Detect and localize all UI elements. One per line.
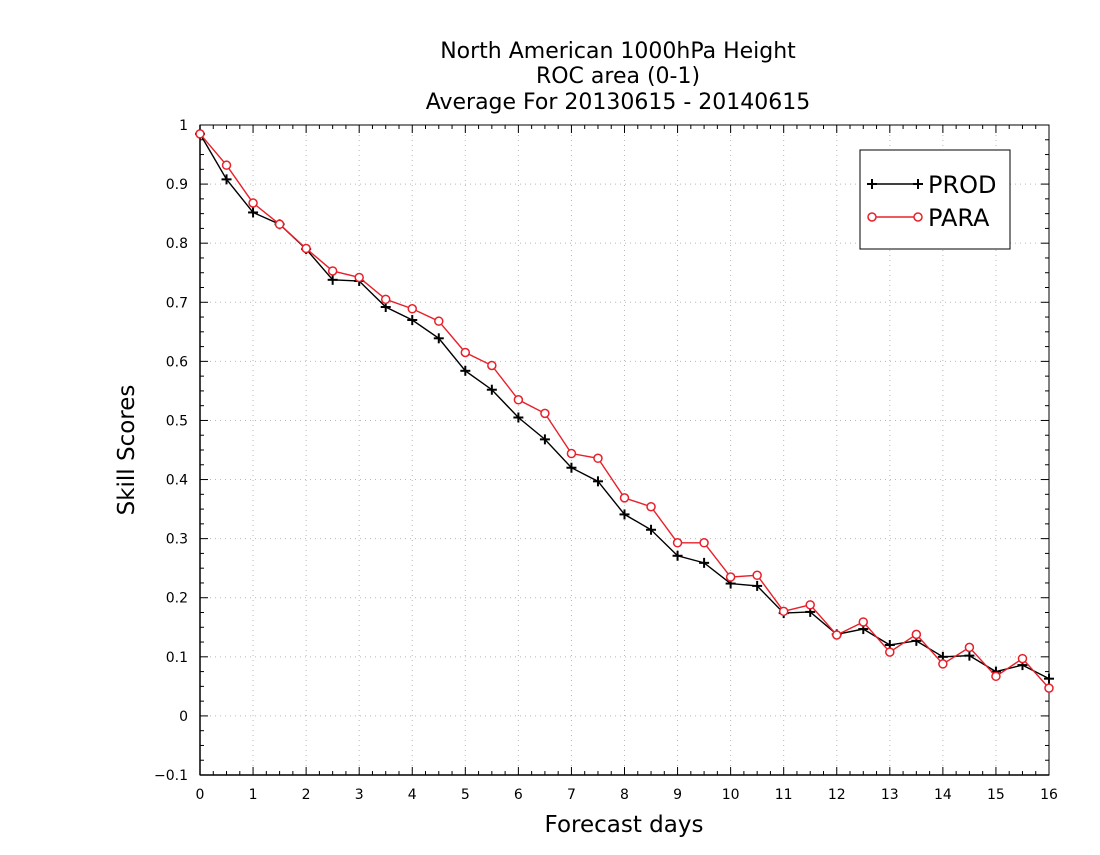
x-tick-label: 15 <box>987 787 1005 803</box>
series-layer <box>195 128 1054 693</box>
legend-box <box>859 149 1011 250</box>
data-point-para <box>380 294 391 305</box>
data-point-para <box>593 453 603 464</box>
x-tick-label: 0 <box>196 787 205 803</box>
data-point-para <box>646 501 656 512</box>
x-tick-label: 6 <box>514 787 523 803</box>
legend-label-para: PARA <box>928 204 990 232</box>
y-tick-label: 0.8 <box>166 236 188 252</box>
y-tick-label: 0.3 <box>166 532 188 548</box>
data-point-prod <box>964 650 975 661</box>
data-point-prod <box>221 174 232 185</box>
x-tick-label: 13 <box>881 787 899 803</box>
data-point-para <box>991 671 1001 682</box>
x-tick-label: 14 <box>934 787 952 803</box>
y-tick-label: 0.7 <box>166 295 188 311</box>
data-point-para <box>699 538 709 548</box>
data-point-para <box>301 243 311 254</box>
legend-marker-para <box>913 212 923 222</box>
x-tick-label: 9 <box>673 787 682 803</box>
x-tick-label: 5 <box>461 787 470 803</box>
data-point-para <box>858 617 869 627</box>
data-point-para <box>752 570 762 581</box>
chart-title: North American 1000hPa Height ROC area (… <box>426 39 811 115</box>
data-point-para <box>274 219 285 230</box>
data-point-prod <box>248 207 259 218</box>
data-point-prod <box>460 365 471 376</box>
x-tick-label: 4 <box>408 787 417 803</box>
y-tick-label: 0.1 <box>166 650 188 666</box>
y-tick-label: 0.4 <box>166 473 188 489</box>
y-tick-label: 0.6 <box>166 354 188 370</box>
chart-title-line-2: ROC area (0-1) <box>536 64 700 89</box>
data-point-prod <box>566 462 577 473</box>
data-point-para <box>195 129 205 139</box>
data-point-para <box>248 198 258 208</box>
data-point-prod <box>433 333 444 344</box>
y-tick-label: 0.5 <box>166 413 188 429</box>
x-tick-label: 12 <box>828 787 846 803</box>
data-point-prod <box>699 557 710 568</box>
y-tick-label: 1 <box>179 118 188 134</box>
data-point-para <box>1017 653 1028 664</box>
data-point-para <box>911 629 922 640</box>
data-point-para <box>434 316 444 326</box>
data-point-prod <box>672 550 683 561</box>
data-point-para <box>354 272 364 283</box>
data-point-prod <box>619 509 630 520</box>
data-point-prod <box>1044 673 1054 684</box>
data-point-para <box>938 659 948 669</box>
legend-marker-prod <box>867 179 877 189</box>
data-point-para <box>566 448 577 459</box>
data-point-para <box>885 647 895 657</box>
chart-title-line-1: North American 1000hPa Height <box>440 39 796 64</box>
data-point-para <box>407 304 417 314</box>
data-point-para <box>540 408 550 419</box>
data-point-para <box>778 606 789 617</box>
x-tick-label: 1 <box>249 787 258 803</box>
axes-layer: 0 1 2 3 4 5 6 7 8 9 10 11 12 13 14 15 16−0.100.10.20.30.… <box>154 118 1058 803</box>
data-point-para <box>221 160 232 170</box>
legend: PROD PARA <box>859 149 1011 250</box>
data-point-prod <box>513 412 524 423</box>
x-tick-label: 7 <box>567 787 576 803</box>
y-tick-label: 0.2 <box>166 591 188 607</box>
data-point-prod <box>407 315 418 325</box>
legend-marker-prod <box>913 179 923 189</box>
data-point-para <box>327 266 338 276</box>
data-point-prod <box>486 384 497 395</box>
data-point-prod <box>592 476 603 487</box>
y-tick-label: 0 <box>179 709 188 725</box>
data-point-para <box>513 395 524 405</box>
legend-marker-para <box>867 212 877 222</box>
legend-label-prod: PROD <box>928 171 997 199</box>
chart-title-line-3: Average For 20130615 - 20140615 <box>426 90 811 115</box>
x-tick-label: 10 <box>722 787 740 803</box>
x-tick-label: 3 <box>355 787 364 803</box>
data-point-prod <box>539 434 550 445</box>
y-tick-label: 0.9 <box>166 177 188 193</box>
y-tick-label: −0.1 <box>154 768 188 784</box>
x-tick-label: 8 <box>620 787 629 803</box>
x-axis-label: Forecast days <box>545 812 704 838</box>
data-point-prod <box>646 524 657 535</box>
data-point-para <box>1044 683 1054 693</box>
data-point-para <box>460 347 471 358</box>
y-axis-label: Skill Scores <box>114 385 140 516</box>
data-point-prod <box>327 274 338 285</box>
data-point-para <box>725 572 736 582</box>
data-point-para <box>487 360 497 371</box>
data-point-prod <box>752 580 763 591</box>
x-tick-label: 11 <box>775 787 793 803</box>
data-point-para <box>672 538 683 548</box>
x-tick-label: 2 <box>302 787 311 803</box>
data-point-para <box>964 642 975 653</box>
x-tick-label: 16 <box>1040 787 1058 803</box>
data-point-para <box>619 493 630 503</box>
data-point-para <box>832 630 842 640</box>
data-point-para <box>805 600 815 610</box>
